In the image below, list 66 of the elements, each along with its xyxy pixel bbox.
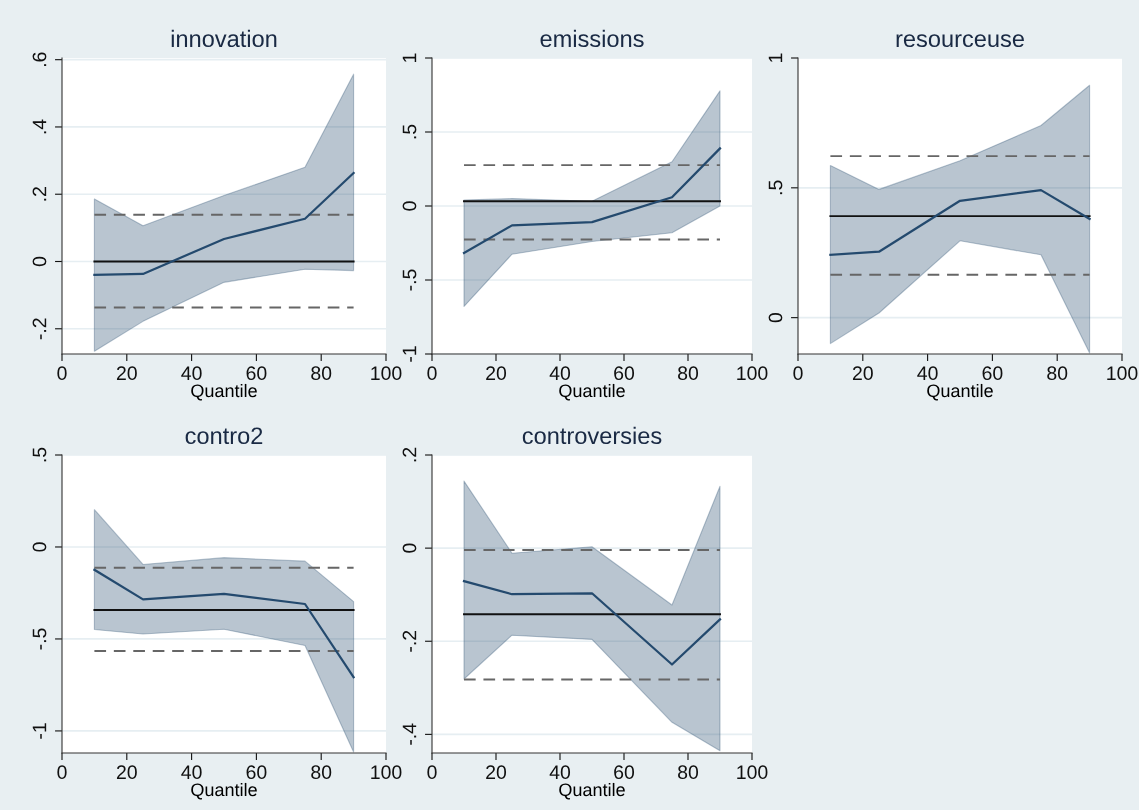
x-tick-label: 60 [614,366,635,381]
x-tick-label: 40 [549,765,571,780]
y-tick-label: -1 [402,346,417,362]
chart-title: resourceuse [896,34,1024,48]
x-tick-label: 100 [371,765,402,780]
y-tick-label: -.5 [402,269,417,291]
y-tick-label: .4 [32,119,47,134]
chart-title: contro2 [185,427,263,445]
y-tick-label: -.2 [402,630,417,652]
x-axis-title: Quantile [191,782,257,800]
x-tick-label: 80 [311,765,332,780]
line-series [829,189,1091,256]
x-tick-label: 40 [917,366,938,381]
x-tick-label: 100 [737,765,768,780]
x-tick-label: 0 [427,366,437,381]
y-tick-label: -.2 [32,318,47,340]
x-tick-label: 100 [737,366,768,381]
y-tick-label: 1 [768,53,783,62]
y-tick-label: -1 [32,723,47,739]
x-tick-label: 80 [1047,366,1068,381]
y-tick-label: 1 [402,53,417,62]
x-tick-label: 60 [246,366,267,381]
line-series [462,580,722,666]
x-tick-label: 0 [793,366,803,381]
y-tick-label: 0 [768,313,783,323]
x-tick-label: 100 [371,366,402,381]
x-tick-label: 40 [181,366,202,381]
x-tick-label: 80 [311,366,332,381]
y-tick-label: .2 [402,447,417,462]
y-tick-label: .2 [32,187,47,201]
x-tick-label: 0 [427,765,437,780]
y-tick-label: 0 [32,256,47,267]
line-series [93,171,355,277]
x-tick-label: 20 [486,765,507,780]
y-tick-label: .5 [402,124,417,139]
chart-title: innovation [171,29,277,48]
x-tick-label: 0 [57,765,67,780]
y-tick-label: .5 [32,447,47,462]
x-tick-label: 40 [181,765,202,780]
x-tick-label: 0 [57,366,67,381]
x-tick-label: 60 [982,366,1003,381]
x-tick-label: 80 [678,765,699,780]
line-series [462,147,722,255]
y-tick-label: .6 [32,52,47,67]
x-tick-label: 100 [1107,366,1138,381]
x-tick-label: 60 [614,765,635,780]
x-tick-label: 20 [116,765,137,780]
x-tick-label: 20 [852,366,873,381]
x-axis-title: Quantile [559,383,625,401]
y-tick-label: 0 [402,543,417,553]
x-axis-title: Quantile [191,383,257,401]
y-tick-label: 0 [402,201,417,211]
y-tick-label: -.4 [402,723,417,745]
x-axis-title: Quantile [927,383,993,401]
x-tick-label: 80 [678,366,699,381]
y-tick-label: -.5 [32,628,47,650]
line-series [93,568,355,679]
x-tick-label: 40 [549,366,571,381]
x-tick-label: 20 [116,366,137,381]
y-tick-label: 0 [32,542,47,552]
x-tick-label: 60 [246,765,267,780]
x-axis-title: Quantile [559,782,625,800]
chart-title: controversies [522,426,662,445]
x-tick-label: 20 [486,366,507,381]
chart-title: emissions [540,29,644,48]
y-tick-label: .5 [768,180,783,195]
